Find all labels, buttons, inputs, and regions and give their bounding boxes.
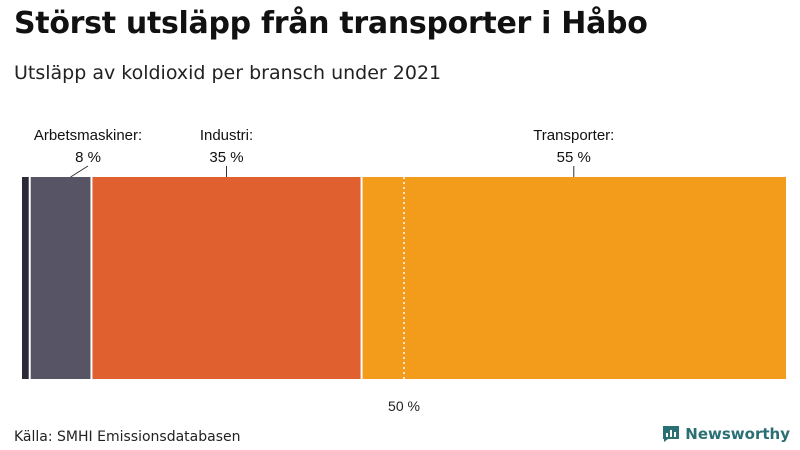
bar-segment-arbetsmaskiner [29, 177, 92, 379]
newsworthy-logo-icon [663, 426, 680, 442]
segment-value-label: 35 % [209, 149, 243, 166]
source-note: Källa: SMHI Emissionsdatabasen [14, 429, 241, 445]
chart-subtitle: Utsläpp av koldioxid per bransch under 2… [14, 62, 442, 84]
bar-segment--vrigt [22, 177, 30, 379]
leader-line [70, 165, 89, 178]
segment-value-label: 55 % [557, 149, 591, 166]
segment-category-label: Industri: [200, 127, 253, 144]
brand-name: Newsworthy [685, 425, 790, 443]
segment-category-label: Arbetsmaskiner: [34, 127, 142, 144]
reference-line-label: 50 % [388, 398, 420, 414]
brand-logo: Newsworthy [662, 425, 790, 443]
segment-category-label: Transporter: [533, 127, 614, 144]
segment-value-label: 8 % [75, 149, 101, 166]
bar-segment-industri [91, 177, 362, 379]
bar-segment-transporter [361, 177, 786, 379]
chart-title: Störst utsläpp från transporter i Håbo [14, 6, 648, 41]
